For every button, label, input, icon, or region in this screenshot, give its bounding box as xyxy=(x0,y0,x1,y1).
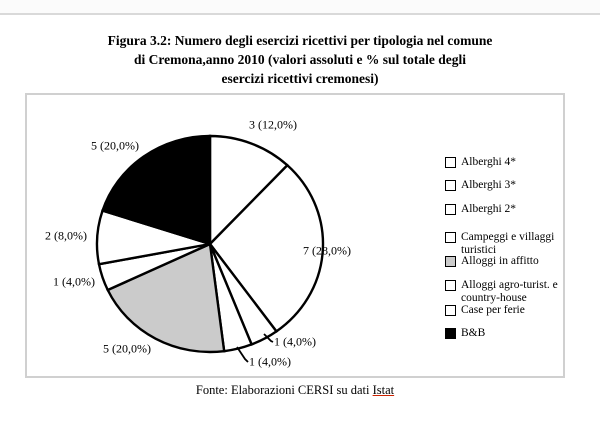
legend-swatch-icon xyxy=(445,180,456,191)
legend-swatch-icon xyxy=(445,280,456,291)
pie-data-label: 7 (28,0%) xyxy=(303,243,351,258)
pie-data-label: 3 (12,0%) xyxy=(249,117,297,132)
legend-item: Alberghi 4* xyxy=(445,156,565,169)
pie-data-label: 1 (4,0%) xyxy=(53,274,95,289)
pie-data-label: 5 (20,0%) xyxy=(91,138,139,153)
legend-item: B&B xyxy=(445,327,565,340)
pie-data-label: 1 (4,0%) xyxy=(249,354,291,369)
source-note: Fonte: Elaborazioni CERSI su dati Istat xyxy=(25,383,565,398)
source-link[interactable]: Istat xyxy=(372,383,395,397)
legend-item: Case per ferie xyxy=(445,304,565,317)
figure-title-line-1: Figura 3.2: Numero degli esercizi ricett… xyxy=(107,33,493,48)
pie-data-label: 2 (8,0%) xyxy=(45,228,87,243)
pie-slice xyxy=(106,242,226,354)
pie-data-label: 5 (20,0%) xyxy=(103,341,151,356)
legend-swatch-icon xyxy=(445,232,456,243)
figure-title-line-2: di Cremona,anno 2010 (valori assoluti e … xyxy=(133,52,466,67)
pie-slice xyxy=(100,134,212,246)
figure-title: Figura 3.2: Numero degli esercizi ricett… xyxy=(0,31,600,88)
label-leader-line xyxy=(263,333,274,343)
legend-label: Alloggi agro-turist. e country-house xyxy=(461,279,558,304)
legend-label: Alberghi 2* xyxy=(461,203,517,215)
legend-label: Alloggi in affitto xyxy=(461,255,539,267)
pie-chart xyxy=(95,134,325,363)
legend-swatch-icon xyxy=(445,204,456,215)
pie-data-label: 1 (4,0%) xyxy=(274,334,316,349)
legend-label: Alberghi 3* xyxy=(461,179,517,191)
page-divider-line xyxy=(0,13,600,15)
chart-legend: Alberghi 4* Alberghi 3* Alberghi 2* Campegg… xyxy=(445,95,565,380)
legend-swatch-icon xyxy=(445,256,456,267)
legend-item: Alberghi 3* xyxy=(445,179,565,192)
legend-label: Alberghi 4* xyxy=(461,156,517,168)
source-note-text: Fonte: Elaborazioni CERSI su dati xyxy=(195,383,373,397)
pie-slice xyxy=(208,163,325,334)
legend-swatch-icon xyxy=(445,305,456,316)
label-leader-line xyxy=(236,346,249,363)
legend-swatch-icon xyxy=(445,157,456,168)
legend-label: Case per ferie xyxy=(461,304,525,316)
legend-label: B&B xyxy=(461,327,486,339)
legend-item: Alberghi 2* xyxy=(445,203,565,216)
legend-swatch-icon xyxy=(445,328,456,339)
page-top-strip xyxy=(0,0,600,13)
legend-item: Alloggi in affitto xyxy=(445,255,565,268)
figure-title-line-3: esercizi ricettivi cremonesi) xyxy=(221,71,379,86)
legend-item: Alloggi agro-turist. e country-house xyxy=(445,279,565,304)
pie-slice xyxy=(208,134,290,247)
chart-area: 3 (12,0%) 7 (28,0%) 1 (4,0%) 1 (4,0%) 5 (20,… xyxy=(25,93,565,378)
legend-label: Campeggi e villaggi turistici xyxy=(461,231,555,256)
legend-item: Campeggi e villaggi turistici xyxy=(445,231,565,256)
